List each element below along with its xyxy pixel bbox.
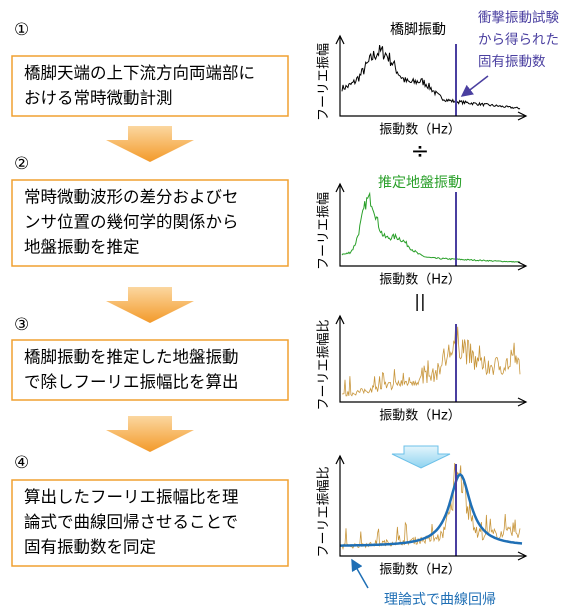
- step-text: 固有振動数を同定: [24, 538, 156, 557]
- flow-arrow: [391, 445, 451, 469]
- x-axis-label: 振動数（Hz）: [379, 273, 461, 288]
- step-box: [11, 479, 289, 567]
- spectrum: [341, 324, 521, 397]
- axes: [339, 36, 526, 117]
- axis-arrow: [335, 34, 528, 121]
- annotation: 推定地盤振動: [378, 175, 462, 191]
- axes: [339, 184, 526, 267]
- step-text: 常時微動波形の差分およびセ: [24, 188, 239, 207]
- step-text: ンサ位置の幾何学的関係から: [24, 213, 239, 232]
- step-box: [11, 179, 289, 267]
- step-number: ④: [14, 453, 29, 473]
- y-axis-label: フーリエ振幅比: [317, 319, 332, 410]
- fit-curve: [340, 472, 523, 547]
- y-axis-label: フーリエ振幅比: [317, 466, 332, 557]
- axes: [339, 456, 526, 557]
- x-axis-label: 振動数（Hz）: [379, 123, 461, 138]
- step-text: 算出したフーリエ振幅比を理: [24, 488, 239, 507]
- y-axis-label: フーリエ振幅: [317, 192, 332, 270]
- step-number: ②: [14, 154, 29, 174]
- step-text: 地盤振動を推定: [24, 238, 140, 257]
- step-text: 橋脚振動を推定した地盤振動: [24, 348, 239, 367]
- step-box: [11, 339, 289, 401]
- step-number: ③: [14, 315, 29, 335]
- flow-arrow: [106, 287, 194, 323]
- step-box: [11, 55, 289, 117]
- flow-arrow: [106, 126, 194, 162]
- operator: ||: [414, 292, 425, 312]
- note-arrow: [460, 75, 489, 97]
- note-arrow: [351, 558, 369, 589]
- spectrum: [341, 191, 521, 263]
- axes: [339, 316, 526, 403]
- step-text: 論式で曲線回帰させることで: [24, 513, 238, 532]
- x-axis-label: 振動数（Hz）: [379, 409, 461, 424]
- spectrum: [341, 45, 521, 110]
- x-axis-label: 振動数（Hz）: [379, 563, 461, 578]
- flow-arrow: [106, 416, 194, 452]
- operator: ÷: [411, 139, 429, 164]
- axis-arrow: [335, 314, 528, 407]
- y-axis-label: フーリエ振幅: [317, 43, 332, 121]
- annotation: 理論式で曲線回帰: [384, 591, 496, 608]
- step-text: 橋脚天端の上下流方向両端部に: [24, 64, 255, 83]
- axis-arrow: [335, 454, 528, 561]
- axis-arrow: [335, 182, 528, 271]
- step-text: おける常時微動計測: [24, 89, 173, 108]
- note: 衝撃振動試験: [478, 10, 559, 26]
- step-number: ①: [14, 20, 29, 40]
- step-text: で除しフーリエ振幅比を算出: [24, 373, 239, 392]
- annotation: 橋脚振動: [390, 22, 446, 38]
- note: 固有振動数: [478, 54, 546, 70]
- note: から得られた: [478, 31, 559, 48]
